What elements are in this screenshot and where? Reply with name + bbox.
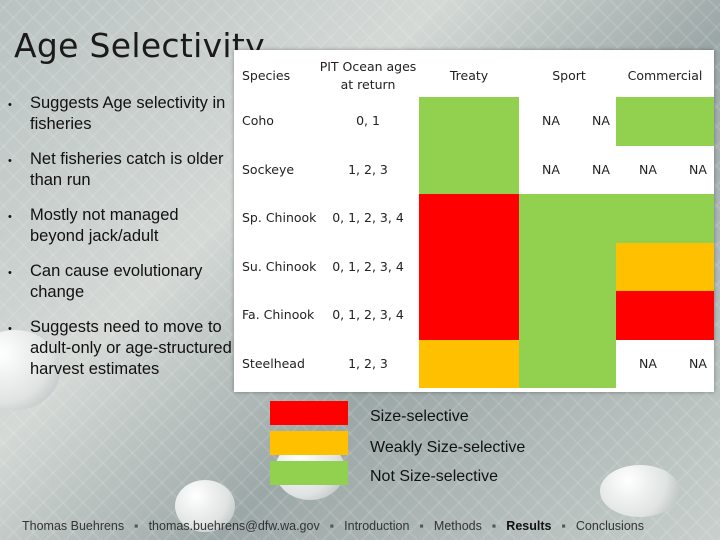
cell-fill-commercial: [616, 97, 714, 146]
separator-icon: ▪: [561, 519, 566, 533]
header-sport: Sport: [552, 68, 586, 83]
legend-label: Weakly Size-selective: [370, 439, 526, 456]
cell-fill-sport: [519, 194, 616, 243]
bullet-item: • Mostly not managed beyond jack/adult: [8, 205, 236, 247]
bullet-text: Net fisheries catch is older than run: [30, 150, 224, 189]
nav-link-introduction[interactable]: Introduction: [344, 519, 410, 533]
cell-species: Steelhead: [242, 355, 305, 371]
nav-link-conclusions[interactable]: Conclusions: [575, 519, 644, 533]
net-float: [175, 480, 235, 532]
cell-ocean-ages: 0, 1, 2, 3, 4: [332, 258, 404, 274]
bullet-icon: •: [8, 267, 12, 279]
bullet-icon: •: [8, 211, 12, 223]
cell-species: Su. Chinook: [242, 258, 317, 274]
cell-ocean-ages: 0, 1, 2, 3, 4: [332, 210, 404, 226]
header-ocean-ages: PIT Ocean ages at return: [319, 59, 417, 92]
bullet-icon: •: [8, 99, 12, 111]
selectivity-table: Species PIT Ocean ages at return Treaty …: [234, 50, 714, 392]
cell-na-commercial: NA: [689, 355, 707, 371]
cell-ocean-ages: 1, 2, 3: [348, 355, 388, 371]
bullet-item: • Can cause evolutionary change: [8, 261, 236, 303]
cell-na-sport: NA: [592, 161, 610, 177]
bullet-text: Mostly not managed beyond jack/adult: [30, 206, 179, 245]
cell-fill-treaty: [419, 97, 519, 146]
bullet-item: • Suggests Age selectivity in fisheries: [8, 93, 236, 135]
legend-swatch-weakly-size-selective: [270, 431, 348, 455]
cell-na-sport: NA: [542, 113, 560, 129]
cell-fill-commercial: [616, 242, 714, 291]
net-float: [600, 465, 680, 517]
cell-na-sport: NA: [592, 113, 610, 129]
cell-ocean-ages: 0, 1: [356, 113, 380, 129]
cell-ocean-ages: 0, 1, 2, 3, 4: [332, 307, 404, 323]
bullet-text: Suggests Age selectivity in fisheries: [30, 94, 226, 133]
cell-na-commercial: NA: [639, 161, 657, 177]
cell-na-commercial: NA: [689, 161, 707, 177]
separator-icon: ▪: [134, 519, 139, 533]
separator-icon: ▪: [491, 519, 497, 533]
bullet-icon: •: [8, 155, 12, 167]
cell-fill-sport: [519, 291, 616, 340]
header-species: Species: [242, 68, 291, 83]
cell-fill-commercial: [616, 194, 714, 243]
cell-species: Sockeye: [242, 161, 295, 177]
bullet-list: • Suggests Age selectivity in fisheries •…: [8, 93, 236, 394]
separator-icon: ▪: [419, 519, 424, 533]
cell-fill-commercial: [616, 291, 714, 340]
legend-swatch-size-selective: [270, 401, 348, 425]
bullet-item: • Net fisheries catch is older than run: [8, 149, 236, 191]
cell-na-sport: NA: [542, 161, 560, 177]
cell-fill-sport: [519, 242, 616, 291]
cell-fill-treaty: [419, 291, 519, 340]
cell-na-commercial: NA: [639, 355, 657, 371]
cell-species: Sp. Chinook: [242, 210, 317, 226]
footer-email[interactable]: thomas.buehrens@dfw.wa.gov: [148, 519, 320, 533]
footer-bar: Thomas Buehrens ▪ thomas.buehrens@dfw.wa…: [0, 516, 720, 536]
separator-icon: ▪: [329, 519, 335, 533]
cell-fill-treaty: [419, 339, 519, 388]
legend-swatch-not-size-selective: [270, 461, 348, 485]
slide-title: Age Selectivity: [14, 26, 265, 65]
legend-label: Not Size-selective: [370, 468, 499, 485]
header-commercial: Commercial: [627, 68, 703, 83]
bullet-text: Can cause evolutionary change: [30, 262, 203, 301]
nav-link-results[interactable]: Results: [506, 519, 552, 533]
cell-fill-treaty: [419, 145, 519, 194]
bullet-item: • Suggests need to move to adult-only or …: [8, 317, 236, 380]
nav-link-methods[interactable]: Methods: [433, 519, 482, 533]
cell-species: Coho: [242, 113, 274, 129]
bullet-text: Suggests need to move to adult-only or a…: [30, 318, 232, 378]
cell-ocean-ages: 1, 2, 3: [348, 161, 388, 177]
footer-author: Thomas Buehrens: [22, 519, 125, 533]
bullet-icon: •: [8, 323, 12, 335]
cell-fill-treaty: [419, 194, 519, 243]
header-treaty: Treaty: [449, 68, 489, 83]
cell-fill-treaty: [419, 242, 519, 291]
cell-species: Fa. Chinook: [242, 307, 315, 323]
legend-label: Size-selective: [370, 408, 469, 425]
cell-fill-sport: [519, 339, 616, 388]
